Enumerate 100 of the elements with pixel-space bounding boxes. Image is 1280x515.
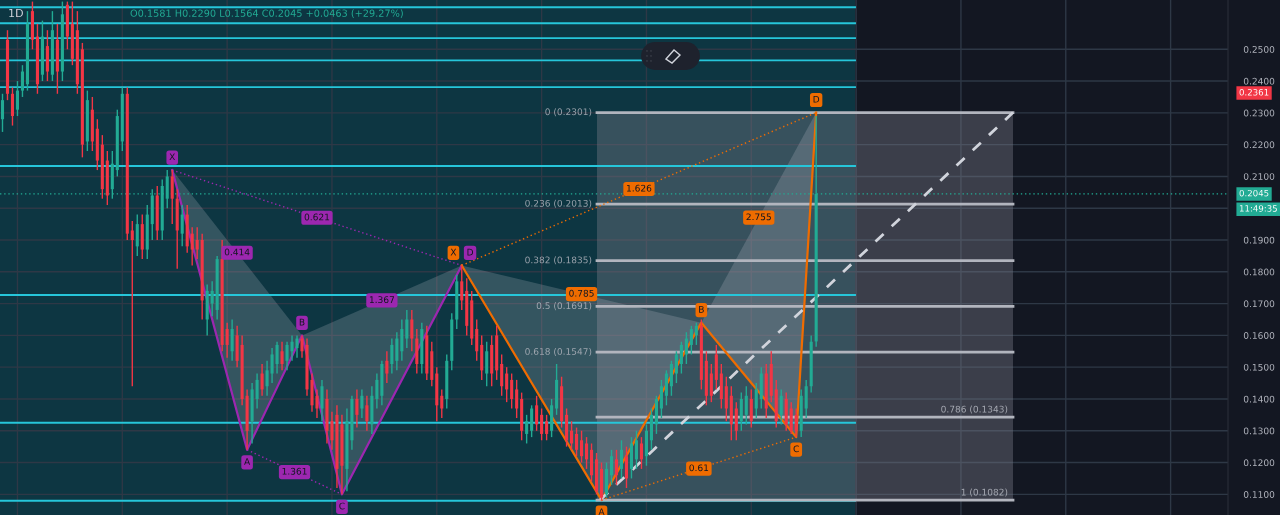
- candlestick: [749, 388, 753, 429]
- candlestick: [515, 379, 519, 419]
- candlestick: [789, 401, 793, 435]
- annotation: 0.785: [569, 289, 594, 297]
- candlestick: [709, 363, 713, 403]
- data-label: A: [598, 508, 605, 515]
- candlestick: [400, 318, 404, 362]
- candlestick: [0, 93, 5, 133]
- y-tick-label: 0.1700: [1243, 300, 1275, 308]
- candlestick: [375, 372, 379, 410]
- candlestick: [280, 341, 284, 372]
- candlestick: [440, 388, 444, 419]
- candlestick: [580, 430, 584, 464]
- ref-line-label: 0.2045: [1239, 189, 1269, 197]
- candlestick: [15, 80, 20, 117]
- candlestick: [165, 169, 169, 209]
- candlestick: [525, 414, 529, 445]
- annotation: 0.621: [304, 213, 330, 221]
- candlestick: [395, 331, 399, 372]
- candlestick: [405, 309, 409, 349]
- candlestick: [135, 213, 139, 257]
- annotation: O0.1581 H0.2290 L0.1564 C0.2045 +0.0463 (+29.27%): [130, 9, 403, 18]
- candlestick: [460, 264, 464, 311]
- candlestick: [634, 430, 639, 470]
- candlestick: [485, 341, 489, 387]
- candlestick: [724, 376, 728, 422]
- annotation: 1.626: [627, 184, 652, 192]
- annotation: 1.361: [282, 467, 307, 475]
- candlestick: [260, 363, 264, 397]
- candlestick: [619, 439, 624, 480]
- candlestick: [505, 366, 509, 403]
- candlestick: [624, 445, 629, 489]
- candlestick: [659, 379, 663, 419]
- candlestick: [570, 420, 574, 451]
- candlestick: [585, 436, 589, 470]
- candlestick: [390, 337, 394, 375]
- ref-line-label: 0 (0.2301): [545, 108, 592, 117]
- ref-line-label: 0.618 (0.1547): [525, 347, 592, 356]
- candlestick: [130, 220, 134, 387]
- candlestick: [170, 169, 174, 225]
- candlestick: [190, 226, 194, 267]
- candlestick: [689, 325, 693, 356]
- candlestick: [20, 64, 25, 98]
- y-tick-label: 0.2300: [1243, 109, 1275, 117]
- ref-line-label: 0.382 (0.1835): [525, 256, 592, 265]
- y-tick-label: 0.1900: [1243, 236, 1275, 244]
- y-tick-label: 0.1800: [1243, 268, 1275, 276]
- data-label: C: [793, 445, 799, 453]
- candlestick: [535, 395, 539, 432]
- candlestick: [530, 404, 534, 438]
- candlestick: [210, 280, 214, 318]
- y-tick-label: 0.2500: [1243, 46, 1275, 53]
- data-label: B: [299, 318, 305, 326]
- text: 0.2361: [1239, 88, 1269, 96]
- candlestick: [754, 382, 758, 419]
- candlestick: [779, 388, 783, 426]
- annotation: 2.755: [746, 213, 771, 221]
- data-label: D: [467, 248, 474, 256]
- annotation: 0.61: [689, 464, 709, 472]
- candlestick: [475, 318, 479, 362]
- candlestick: [744, 385, 748, 426]
- candlestick: [10, 86, 15, 127]
- candlestick: [385, 350, 389, 384]
- candlestick: [275, 341, 279, 375]
- candlestick: [510, 372, 514, 410]
- ref-line-label: 0.786 (0.1343): [941, 405, 1008, 414]
- y-tick-label: 0.1200: [1243, 459, 1275, 467]
- y-tick-label: 0.1300: [1243, 427, 1275, 435]
- ref-line-label: 0.5 (0.1691): [536, 302, 592, 311]
- y-tick-label: 0.1600: [1243, 332, 1275, 339]
- candlestick: [664, 369, 668, 407]
- candlestick: [734, 401, 738, 441]
- y-tick-label: 0.1500: [1243, 363, 1275, 371]
- data-label: A: [244, 458, 251, 465]
- candlestick: [575, 426, 579, 457]
- data-label: B: [699, 306, 704, 313]
- text: 11:49:35: [1239, 205, 1277, 212]
- candlestick: [679, 341, 683, 375]
- candlestick: [669, 360, 673, 397]
- data-label: X: [169, 153, 176, 161]
- candlestick: [804, 379, 808, 419]
- y-tick-label: 0.2400: [1243, 77, 1275, 85]
- candlestick: [609, 449, 614, 486]
- candlestick: [180, 204, 184, 248]
- candlestick: [360, 388, 364, 419]
- candlestick: [265, 360, 269, 397]
- data-label: D: [813, 95, 820, 103]
- data-label: C: [339, 502, 345, 510]
- annotation: 1.367: [369, 296, 395, 304]
- candlestick: [545, 414, 549, 441]
- candlestick: [540, 407, 544, 441]
- candlestick: [320, 379, 324, 422]
- candlestick: [674, 350, 678, 384]
- ref-line-label: 0.236 (0.2013): [525, 199, 592, 208]
- y-tick-label: 0.1400: [1243, 395, 1275, 403]
- candlestick: [639, 436, 643, 470]
- candlestick: [355, 388, 359, 429]
- candlestick: [255, 372, 259, 410]
- annotation: 0.414: [224, 248, 250, 256]
- candlestick: [794, 407, 798, 438]
